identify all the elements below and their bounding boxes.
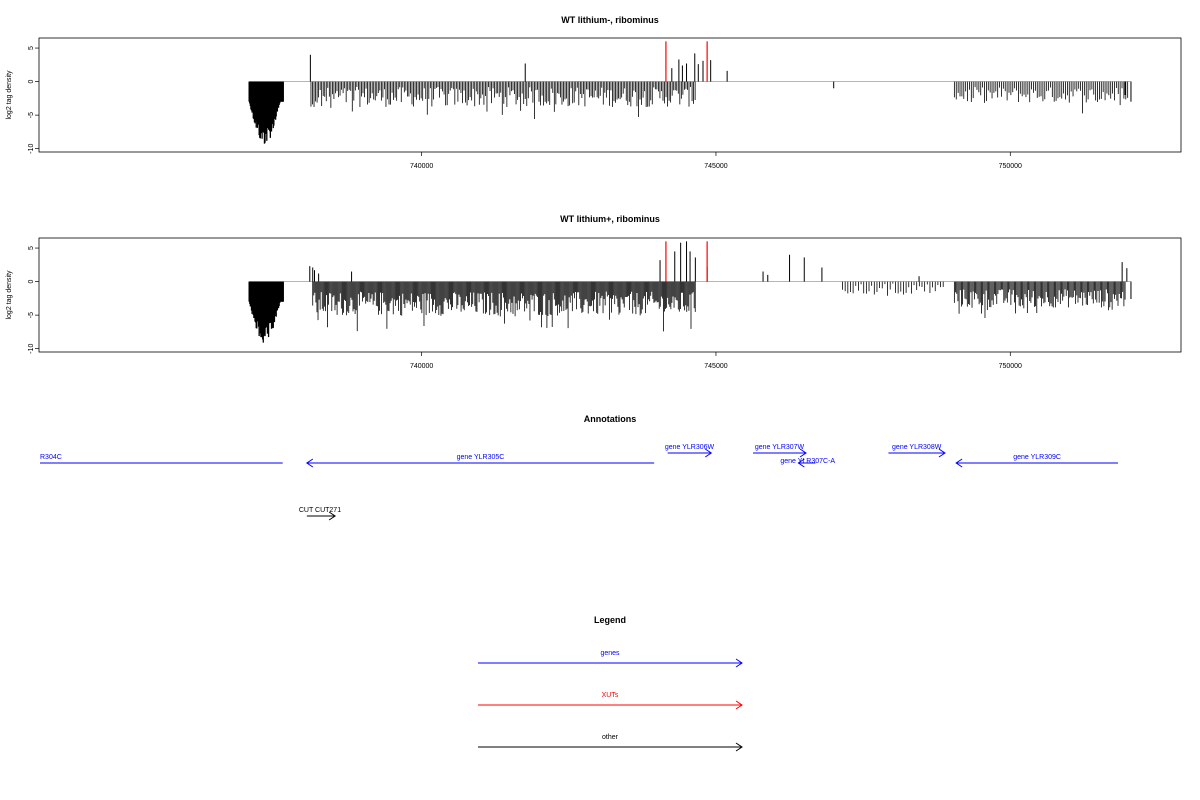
feature-arrow-head xyxy=(328,511,336,521)
x-tick-label: 750000 xyxy=(999,363,1022,370)
track-title: WT lithium+, ribominus xyxy=(560,214,660,224)
y-tick-label: 0 xyxy=(28,80,35,84)
legend-label: genes xyxy=(600,650,620,657)
legend-arrow-head xyxy=(735,658,743,668)
x-tick-label: 745000 xyxy=(704,363,727,370)
feature-label: gene YLR309C xyxy=(1013,454,1061,461)
legend-arrow-head xyxy=(735,700,743,710)
y-tick-label: -10 xyxy=(28,343,35,353)
y-axis-label: log2 tag density xyxy=(6,70,13,120)
y-tick-label: 5 xyxy=(28,246,35,250)
y-tick-label: 0 xyxy=(28,280,35,284)
feature-label: gene YLR305C xyxy=(457,454,505,461)
y-tick-label: -10 xyxy=(28,143,35,153)
track-panel-lithium-minus: WT lithium-, ribominus log2 tag density … xyxy=(6,15,1182,170)
feature-label: gene YLR307C-A xyxy=(780,458,835,465)
legend-label: other xyxy=(602,734,619,741)
y-axis-label: log2 tag density xyxy=(6,270,13,320)
feature-arrow-head xyxy=(305,458,314,468)
feature-label: CUT CUT271 xyxy=(299,507,341,514)
y-tick-label: -5 xyxy=(28,312,35,318)
legend-arrow-head xyxy=(735,742,743,752)
annotations-title: Annotations xyxy=(584,414,637,424)
x-tick-label: 740000 xyxy=(410,163,433,170)
x-tick-label: 745000 xyxy=(704,163,727,170)
feature-label: gene YLR307W xyxy=(755,444,805,451)
feature-arrow-head xyxy=(955,458,963,468)
y-tick-label: 5 xyxy=(28,46,35,50)
legend-title: Legend xyxy=(594,615,626,625)
feature-arrow-head xyxy=(797,458,805,468)
legend-label: XUTs xyxy=(602,692,619,699)
track-panel-lithium-plus: WT lithium+, ribominus log2 tag density … xyxy=(6,214,1182,370)
feature-label: R304C xyxy=(40,454,62,461)
feature-arrow-head xyxy=(704,448,713,458)
x-tick-label: 740000 xyxy=(410,363,433,370)
plot-frame xyxy=(38,37,1182,153)
feature-label: gene YLR306W xyxy=(665,444,715,451)
feature-label: gene YLR308W xyxy=(892,444,942,451)
track-title: WT lithium-, ribominus xyxy=(561,15,659,25)
x-tick-label: 750000 xyxy=(999,163,1022,170)
annotations-panel: Annotations R304C gene YLR305C gene YLR306… xyxy=(40,414,1119,521)
plot-frame xyxy=(38,237,1182,353)
legend-panel: Legend genes XUTs other xyxy=(478,615,743,752)
feature-arrow-head xyxy=(799,448,807,458)
feature-arrow-head xyxy=(938,448,946,458)
y-tick-label: -5 xyxy=(28,112,35,118)
